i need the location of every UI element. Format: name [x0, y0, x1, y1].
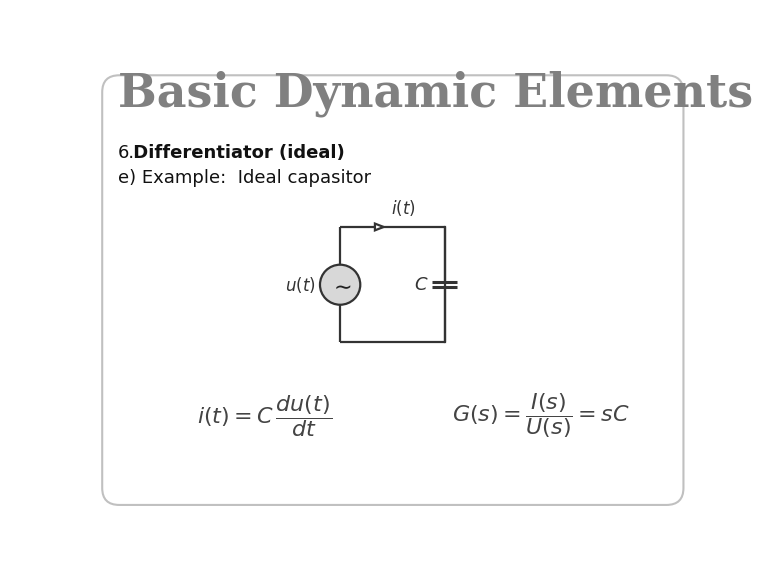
- FancyBboxPatch shape: [102, 75, 684, 505]
- Text: $u(t)$: $u(t)$: [286, 275, 316, 295]
- Text: 6.: 6.: [118, 144, 135, 162]
- Text: Differentiator (ideal): Differentiator (ideal): [127, 144, 345, 162]
- Text: $\sim$: $\sim$: [329, 277, 352, 297]
- Polygon shape: [375, 223, 383, 230]
- Text: $G(s) = \dfrac{I(s)}{U(s)} = sC$: $G(s) = \dfrac{I(s)}{U(s)} = sC$: [452, 391, 631, 440]
- Text: Basic Dynamic Elements: Basic Dynamic Elements: [118, 70, 753, 117]
- Text: $C$: $C$: [414, 276, 429, 294]
- Text: $i(t) = C\,\dfrac{du(t)}{dt}$: $i(t) = C\,\dfrac{du(t)}{dt}$: [197, 393, 332, 438]
- Text: e) Example:  Ideal capasitor: e) Example: Ideal capasitor: [118, 169, 371, 187]
- Text: $i(t)$: $i(t)$: [391, 198, 415, 218]
- Circle shape: [320, 265, 360, 305]
